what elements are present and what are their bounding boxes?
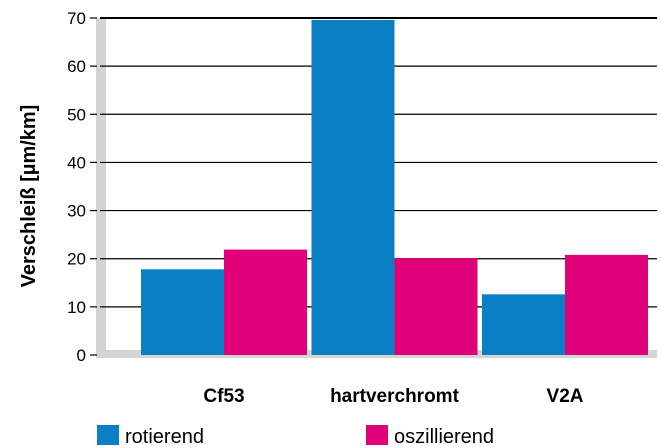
bars — [141, 19, 648, 355]
y-tick-label: 50 — [67, 105, 86, 124]
bar-rotierend-V2A — [482, 294, 565, 355]
y-tick-label: 60 — [67, 57, 86, 76]
legend-label-oszillierend: oszillierend — [394, 426, 494, 448]
y-axis-bar — [96, 18, 106, 356]
y-tick-label: 30 — [67, 202, 86, 221]
legend-label-rotierend: rotierend — [125, 426, 204, 448]
y-tick-label: 40 — [67, 153, 86, 172]
y-tick-label: 10 — [67, 298, 86, 317]
bar-oszillierend-Cf53 — [224, 249, 307, 355]
y-tick-label: 0 — [77, 346, 86, 365]
legend-swatch-rotierend — [97, 425, 119, 445]
y-axis-ticks: 0 10 20 30 40 50 60 70 — [67, 9, 97, 365]
category-labels: Cf53 hartverchromt V2A — [203, 386, 583, 407]
x-category-label: hartverchromt — [330, 386, 459, 407]
y-tick-label: 70 — [67, 9, 86, 28]
bar-rotierend-Cf53 — [141, 269, 224, 355]
legend-swatch-oszillierend — [366, 425, 388, 445]
bar-rotierend-hartverchromt — [311, 19, 395, 355]
legend: rotierend oszillierend — [97, 425, 494, 448]
y-axis-label: Verschleiß [µm/km] — [18, 105, 40, 288]
bar-oszillierend-hartverchromt — [394, 258, 478, 355]
x-category-label: V2A — [547, 386, 584, 407]
y-tick-label: 20 — [67, 250, 86, 269]
bar-oszillierend-V2A — [565, 254, 648, 355]
x-category-label: Cf53 — [203, 386, 244, 407]
